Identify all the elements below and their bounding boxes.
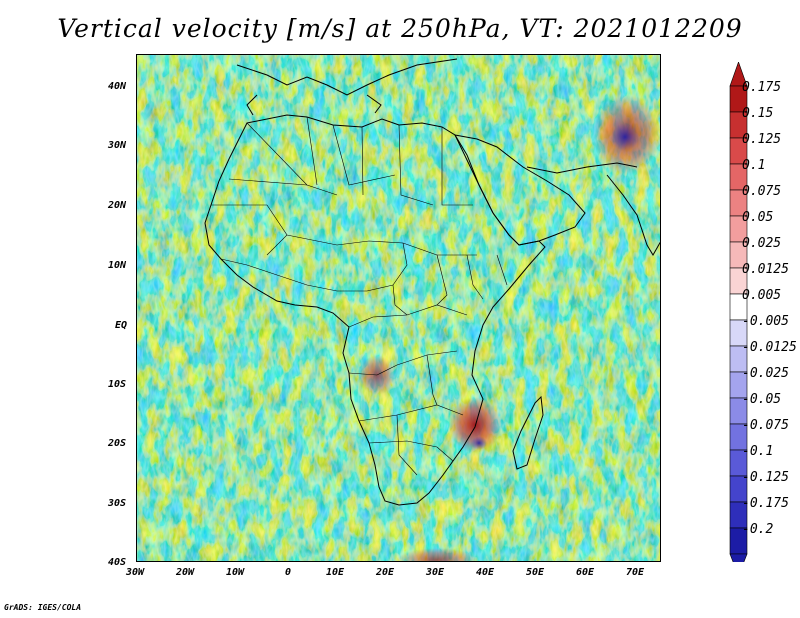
europe-coastline [236,58,458,116]
colorbar-label: -0.125 [742,470,789,485]
madagascar-coastline [512,395,544,470]
colorbar-label: -0.2 [742,522,774,537]
colorbar-label: 0.1 [742,158,766,173]
lon-label: 0 [285,567,292,578]
hotspot-southern-ocean [397,548,477,561]
lon-label: 50E [526,567,545,578]
coldspot-mozambique [471,436,487,450]
lon-label: 20E [376,567,395,578]
country-borders [211,116,508,476]
credit-text: GrADS: IGES/COLA [4,603,82,612]
colorbar-label: 0.075 [742,184,782,199]
colorbar-label: 0.175 [742,80,782,95]
map-title: Vertical velocity [m/s] at 250hPa, VT: 2… [57,14,743,43]
lat-label: 30N [108,140,127,151]
india-coastline [606,174,660,256]
colorbar-label: 0.025 [742,236,782,251]
colorbar-label: -0.025 [742,366,789,381]
coldspot-himalaya [611,123,639,151]
colorbar [729,62,748,562]
arabia-coastline [454,134,586,246]
lat-label: 20N [108,200,127,211]
coastlines [204,58,660,506]
lon-label: 70E [626,567,645,578]
colorbar-label: -0.0125 [742,340,797,355]
lat-label: 40S [108,557,127,568]
vertical-velocity-map [136,54,661,562]
lat-label: 40N [108,81,127,92]
colorbar-label: 0.005 [742,288,782,303]
lon-label: 10E [326,567,345,578]
colorbar-bottom-arrow [729,553,748,562]
colorbar-label: 0.0125 [742,262,789,277]
lon-label: 20W [176,567,195,578]
colorbar-label: -0.175 [742,496,789,511]
lon-label: 30E [426,567,445,578]
africa-coastline [204,114,546,506]
colorbar-label: 0.125 [742,132,782,147]
lat-label: 10S [108,379,127,390]
colorbar-label: -0.075 [742,418,789,433]
lat-label: EQ [115,320,128,331]
lon-label: 10W [226,567,245,578]
lat-label: 20S [108,438,127,449]
colorbar-label: -0.1 [742,444,774,459]
colorbar-label: -0.005 [742,314,789,329]
lat-label: 10N [108,260,127,271]
lon-label: 40E [476,567,495,578]
hotspot-mozambique [449,397,501,453]
lon-label: 60E [576,567,595,578]
persia-coastline [526,162,638,174]
colorbar-label: 0.15 [742,106,774,121]
lon-label: 30W [126,567,145,578]
colorbar-label: -0.05 [742,392,782,407]
colorbar-label: 0.05 [742,210,774,225]
colorbar-cells [729,62,748,562]
lat-label: 30S [108,498,127,509]
